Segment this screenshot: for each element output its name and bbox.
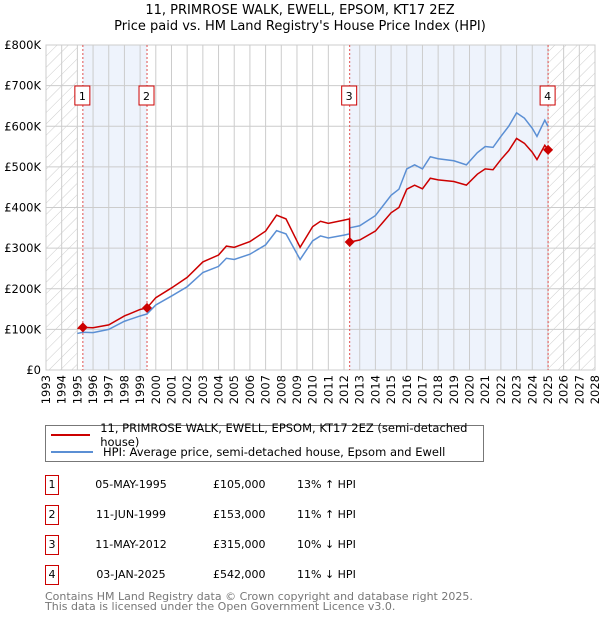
sale-point	[142, 302, 153, 313]
table-row: 4 03-JAN-2025 £542,000 11% ↓ HPI	[45, 565, 495, 585]
sale-hpi-diff: 10% ↓ HPI	[297, 538, 356, 551]
legend-swatch	[51, 451, 93, 453]
x-tick-label: 2020	[463, 375, 477, 404]
x-tick-label: 2023	[510, 375, 524, 404]
price-paid-line	[77, 137, 549, 330]
sale-point	[77, 322, 88, 333]
x-tick-label: 2021	[478, 375, 492, 404]
sale-number: 3	[45, 535, 59, 555]
price-chart: 1993 1994 1995 1996 1997 1998 1999 2000 2001 2002…	[4, 38, 600, 404]
legend-item-property: 11, PRIMROSE WALK, EWELL, EPSOM, KT17 2E…	[51, 421, 483, 449]
x-tick-label: 1999	[133, 375, 147, 404]
x-tick-label: 2017	[415, 375, 429, 404]
y-tick-label: £0	[26, 363, 41, 377]
x-tick-label: 2005	[227, 375, 241, 404]
x-tick-label: 2027	[572, 375, 586, 404]
chart-title: 11, PRIMROSE WALK, EWELL, EPSOM, KT17 2E…	[145, 3, 455, 18]
x-tick-label: 1996	[86, 375, 100, 404]
footer-licence: This data is licensed under the Open Gov…	[45, 600, 396, 613]
x-tick-label: 1994	[55, 375, 69, 404]
x-tick-label: 2009	[290, 375, 304, 404]
x-tick-label: 2025	[541, 375, 555, 404]
y-tick-label: £400K	[4, 201, 41, 215]
y-tick-label: £600K	[4, 119, 41, 133]
sale-date: 03-JAN-2025	[96, 568, 166, 581]
legend: 11, PRIMROSE WALK, EWELL, EPSOM, KT17 2E…	[45, 421, 484, 462]
x-tick-label: 2000	[149, 375, 163, 404]
table-row: 1 05-MAY-1995 £105,000 13% ↑ HPI	[45, 475, 495, 495]
x-tick-label: 2006	[243, 375, 257, 404]
chart-subtitle: Price paid vs. HM Land Registry's House …	[114, 19, 486, 34]
sale-price: £315,000	[213, 538, 266, 551]
x-tick-label: 2018	[431, 375, 445, 404]
y-tick-label: £200K	[4, 282, 41, 296]
sale-hpi-diff: 11% ↓ HPI	[297, 568, 356, 581]
x-tick-label: 2010	[306, 375, 320, 404]
sale-label-box	[539, 85, 556, 106]
x-tick-label: 2015	[384, 375, 398, 404]
y-tick-label: £700K	[4, 79, 41, 93]
x-tick-label: 1998	[117, 375, 131, 404]
x-tick-label: 2011	[321, 375, 335, 404]
x-tick-label: 2022	[494, 375, 508, 404]
table-row: 3 11-MAY-2012 £315,000 10% ↓ HPI	[45, 535, 495, 555]
sale-price: £153,000	[213, 508, 266, 521]
x-tick-label: 2001	[164, 375, 178, 404]
sale-label: 2	[143, 90, 150, 103]
x-tick-label: 2003	[196, 375, 210, 404]
sale-price: £542,000	[213, 568, 266, 581]
x-tick-label: 1997	[102, 375, 116, 404]
legend-item-hpi: HPI: Average price, semi-detached house,…	[51, 444, 445, 460]
x-tick-label: 2004	[212, 375, 226, 404]
x-tick-label: 2019	[447, 375, 461, 404]
sale-hpi-diff: 11% ↑ HPI	[297, 508, 356, 521]
x-tick-label: 1993	[39, 375, 53, 404]
sale-date: 11-MAY-2012	[95, 538, 167, 551]
sale-label: 3	[346, 90, 353, 103]
x-tick-label: 2024	[525, 375, 539, 404]
sale-label-box	[138, 85, 155, 106]
legend-label: 11, PRIMROSE WALK, EWELL, EPSOM, KT17 2E…	[100, 421, 468, 449]
sale-hpi-diff: 13% ↑ HPI	[297, 478, 356, 491]
sale-label: 1	[79, 90, 86, 103]
x-tick-label: 2007	[259, 375, 273, 404]
sale-label: 4	[544, 90, 551, 103]
x-tick-label: 2026	[557, 375, 571, 404]
x-tick-label: 2028	[588, 375, 600, 404]
x-tick-label: 2013	[353, 375, 367, 404]
y-tick-label: £500K	[4, 160, 41, 174]
x-tick-label: 2012	[337, 375, 351, 404]
legend-swatch	[51, 434, 91, 436]
x-tick-label: 2016	[400, 375, 414, 404]
sale-number: 2	[45, 505, 59, 525]
x-tick-label: 2014	[368, 375, 382, 404]
x-tick-label: 1995	[70, 375, 84, 404]
sale-label-box	[74, 85, 91, 106]
legend-label: HPI: Average price, semi-detached house,…	[103, 445, 446, 459]
y-tick-label: £800K	[4, 38, 41, 52]
sale-price: £105,000	[213, 478, 266, 491]
y-tick-label: £300K	[4, 241, 41, 255]
y-tick-label: £100K	[4, 322, 41, 336]
sale-point	[543, 144, 554, 155]
footer-copyright: Contains HM Land Registry data © Crown c…	[45, 590, 473, 603]
sale-number: 4	[45, 565, 59, 585]
sale-number: 1	[45, 475, 59, 495]
x-tick-label: 2002	[180, 375, 194, 404]
sale-label-box	[341, 85, 358, 106]
sale-point	[344, 237, 355, 248]
x-tick-label: 2008	[274, 375, 288, 404]
table-row: 2 11-JUN-1999 £153,000 11% ↑ HPI	[45, 505, 495, 525]
sale-date: 11-JUN-1999	[95, 508, 167, 521]
plot-border	[45, 44, 596, 371]
sale-date: 05-MAY-1995	[95, 478, 167, 491]
